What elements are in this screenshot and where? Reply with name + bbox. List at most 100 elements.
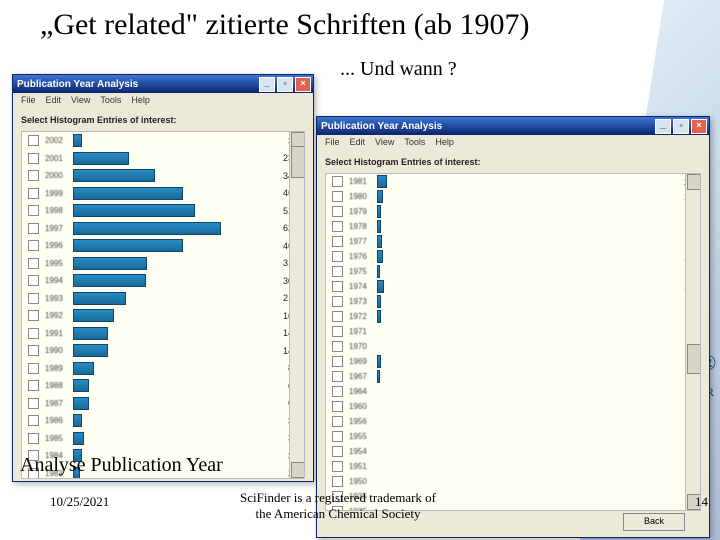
row-bar bbox=[73, 169, 155, 182]
row-bar bbox=[377, 295, 381, 308]
histogram-row: 197612 bbox=[326, 249, 700, 264]
row-year: 1973 bbox=[349, 297, 377, 306]
menu-view[interactable]: View bbox=[67, 93, 94, 109]
close-button[interactable]: × bbox=[691, 119, 707, 134]
row-bar bbox=[377, 265, 380, 278]
titlebar[interactable]: Publication Year Analysis _ ▫ × bbox=[317, 117, 709, 135]
row-checkbox[interactable] bbox=[332, 401, 343, 412]
row-bar bbox=[377, 370, 380, 383]
scroll-down-icon[interactable] bbox=[291, 462, 305, 478]
row-checkbox[interactable] bbox=[332, 326, 343, 337]
scroll-thumb[interactable] bbox=[291, 146, 305, 178]
row-checkbox[interactable] bbox=[332, 206, 343, 217]
row-year: 2002 bbox=[45, 136, 73, 145]
titlebar[interactable]: Publication Year Analysis _ ▫ × bbox=[13, 75, 313, 93]
row-bar bbox=[73, 362, 94, 375]
close-button[interactable]: × bbox=[295, 77, 311, 92]
row-checkbox[interactable] bbox=[332, 446, 343, 457]
row-checkbox[interactable] bbox=[332, 266, 343, 277]
row-checkbox[interactable] bbox=[332, 296, 343, 307]
row-checkbox[interactable] bbox=[332, 476, 343, 487]
row-checkbox[interactable] bbox=[28, 433, 39, 444]
row-bar bbox=[73, 222, 221, 235]
row-checkbox[interactable] bbox=[28, 205, 39, 216]
row-year: 1989 bbox=[45, 364, 73, 373]
row-checkbox[interactable] bbox=[28, 415, 39, 426]
row-checkbox[interactable] bbox=[28, 363, 39, 374]
row-bar bbox=[73, 327, 108, 340]
row-year: 1951 bbox=[349, 462, 377, 471]
row-checkbox[interactable] bbox=[28, 153, 39, 164]
scrollbar[interactable] bbox=[289, 132, 304, 478]
row-bar bbox=[73, 152, 129, 165]
row-checkbox[interactable] bbox=[28, 293, 39, 304]
histogram-list: 1981261980141979619785197711197612197541… bbox=[325, 173, 701, 511]
minimize-button[interactable]: _ bbox=[655, 119, 671, 134]
row-checkbox[interactable] bbox=[28, 223, 39, 234]
row-checkbox[interactable] bbox=[332, 356, 343, 367]
row-bar bbox=[377, 355, 381, 368]
row-year: 1985 bbox=[45, 434, 73, 443]
row-bar bbox=[377, 250, 383, 263]
menu-tools[interactable]: Tools bbox=[96, 93, 125, 109]
row-checkbox[interactable] bbox=[332, 191, 343, 202]
row-checkbox[interactable] bbox=[28, 240, 39, 251]
row-year: 1950 bbox=[349, 477, 377, 486]
row-checkbox[interactable] bbox=[332, 386, 343, 397]
row-year: 1994 bbox=[45, 276, 73, 285]
scrollbar[interactable] bbox=[685, 174, 700, 510]
histogram-row: 1993217 bbox=[22, 290, 304, 308]
row-checkbox[interactable] bbox=[332, 281, 343, 292]
maximize-button[interactable]: ▫ bbox=[673, 119, 689, 134]
row-checkbox[interactable] bbox=[28, 258, 39, 269]
row-checkbox[interactable] bbox=[28, 380, 39, 391]
menu-help[interactable]: Help bbox=[431, 135, 458, 151]
row-bar bbox=[377, 235, 382, 248]
row-checkbox[interactable] bbox=[28, 328, 39, 339]
menu-view[interactable]: View bbox=[371, 135, 398, 151]
minimize-button[interactable]: _ bbox=[259, 77, 275, 92]
menu-file[interactable]: File bbox=[321, 135, 344, 151]
row-checkbox[interactable] bbox=[28, 135, 39, 146]
row-checkbox[interactable] bbox=[28, 310, 39, 321]
scroll-thumb[interactable] bbox=[687, 344, 701, 374]
row-checkbox[interactable] bbox=[332, 221, 343, 232]
row-bar bbox=[73, 379, 89, 392]
row-year: 1971 bbox=[349, 327, 377, 336]
row-checkbox[interactable] bbox=[28, 275, 39, 286]
histogram-row: 197416 bbox=[326, 279, 700, 294]
row-checkbox[interactable] bbox=[332, 416, 343, 427]
row-year: 1969 bbox=[349, 357, 377, 366]
histogram-row: 1991141 bbox=[22, 325, 304, 343]
row-checkbox[interactable] bbox=[332, 431, 343, 442]
menu-edit[interactable]: Edit bbox=[42, 93, 66, 109]
row-year: 2000 bbox=[45, 171, 73, 180]
instruction-label: Select Histogram Entries of interest: bbox=[317, 151, 709, 169]
histogram-row: 19540 bbox=[326, 444, 700, 459]
row-checkbox[interactable] bbox=[332, 176, 343, 187]
row-year: 1954 bbox=[349, 447, 377, 456]
row-checkbox[interactable] bbox=[28, 398, 39, 409]
menu-help[interactable]: Help bbox=[127, 93, 154, 109]
histogram-row: 19710 bbox=[326, 324, 700, 339]
row-year: 1976 bbox=[349, 252, 377, 261]
row-checkbox[interactable] bbox=[28, 170, 39, 181]
footer-page-number: 14 bbox=[695, 494, 708, 510]
row-checkbox[interactable] bbox=[28, 345, 39, 356]
maximize-button[interactable]: ▫ bbox=[277, 77, 293, 92]
row-checkbox[interactable] bbox=[332, 236, 343, 247]
histogram-row: 198983 bbox=[22, 360, 304, 378]
row-checkbox[interactable] bbox=[332, 251, 343, 262]
row-year: 1955 bbox=[349, 432, 377, 441]
menu-edit[interactable]: Edit bbox=[346, 135, 370, 151]
row-checkbox[interactable] bbox=[332, 311, 343, 322]
row-checkbox[interactable] bbox=[332, 461, 343, 472]
back-button[interactable]: Back bbox=[623, 513, 685, 531]
scroll-up-icon[interactable] bbox=[687, 174, 701, 190]
row-checkbox[interactable] bbox=[332, 341, 343, 352]
row-checkbox[interactable] bbox=[28, 188, 39, 199]
row-bar bbox=[73, 239, 183, 252]
menu-file[interactable]: File bbox=[17, 93, 40, 109]
row-checkbox[interactable] bbox=[332, 371, 343, 382]
menu-tools[interactable]: Tools bbox=[400, 135, 429, 151]
